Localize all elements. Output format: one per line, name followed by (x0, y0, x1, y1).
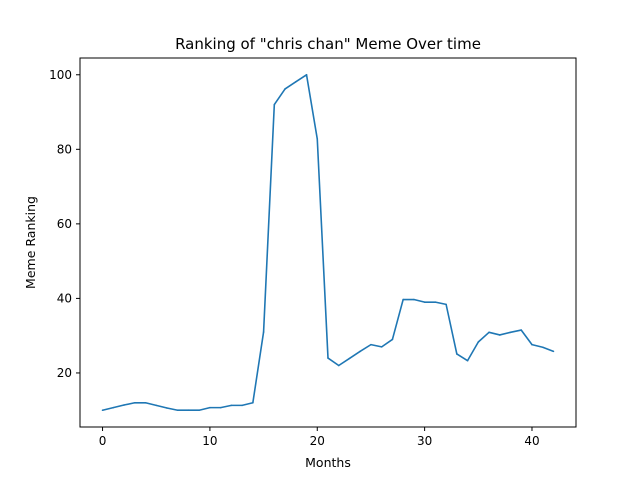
data-point (241, 404, 243, 407)
data-point (402, 298, 404, 301)
y-tick-label: 80 (57, 142, 72, 156)
x-axis-label: Months (305, 455, 351, 470)
x-tick-label: 20 (310, 434, 325, 448)
data-point (176, 409, 179, 412)
data-point (123, 404, 125, 406)
data-point (509, 331, 512, 334)
y-axis-label: Meme Ranking (23, 196, 38, 289)
y-axis: 20 40 60 80 100 (49, 68, 80, 380)
data-point (520, 329, 523, 331)
data-point (445, 303, 447, 306)
data-point (273, 103, 276, 106)
data-point (230, 404, 233, 407)
data-point (327, 357, 329, 359)
data-point (413, 298, 415, 301)
data-point (166, 407, 168, 409)
data-point (101, 409, 104, 412)
data-point (316, 138, 319, 140)
data-point (187, 409, 190, 412)
data-point (498, 334, 501, 336)
data-point (488, 331, 490, 334)
data-point (144, 401, 147, 404)
series-line (102, 73, 554, 412)
plot-frame (79, 57, 577, 428)
x-tick-label: 40 (524, 434, 539, 448)
data-point (337, 364, 340, 367)
x-tick-label: 0 (99, 434, 107, 448)
data-point (155, 404, 158, 407)
data-point (198, 409, 200, 412)
y-tick-label: 20 (57, 366, 72, 380)
data-point (477, 341, 480, 343)
x-tick-label: 30 (417, 434, 432, 448)
data-point (423, 301, 426, 303)
plot-area (79, 57, 577, 428)
data-point (380, 346, 383, 348)
data-point (112, 406, 115, 409)
y-tick-label: 60 (57, 217, 72, 231)
data-point (305, 73, 308, 76)
data-point (252, 401, 254, 404)
data-point (456, 353, 458, 355)
y-tick-label: 40 (57, 291, 72, 305)
data-point (541, 346, 544, 349)
chart-title: Ranking of "chris chan" Meme Over time (175, 35, 481, 53)
series-layer (101, 73, 555, 412)
data-point (466, 359, 469, 362)
data-point (133, 401, 136, 404)
data-point (219, 406, 222, 409)
data-point (348, 357, 351, 360)
data-point (294, 81, 297, 83)
y-tick-label: 100 (49, 68, 72, 82)
data-point (531, 343, 533, 346)
x-axis: 0 10 20 30 40 (99, 427, 540, 448)
data-point (262, 331, 265, 333)
data-point (391, 338, 394, 341)
data-point (209, 406, 211, 409)
data-point (552, 350, 555, 353)
data-point (434, 301, 437, 303)
data-point (359, 350, 362, 353)
data-point (370, 343, 372, 346)
data-point (284, 88, 286, 90)
x-tick-label: 10 (202, 434, 217, 448)
